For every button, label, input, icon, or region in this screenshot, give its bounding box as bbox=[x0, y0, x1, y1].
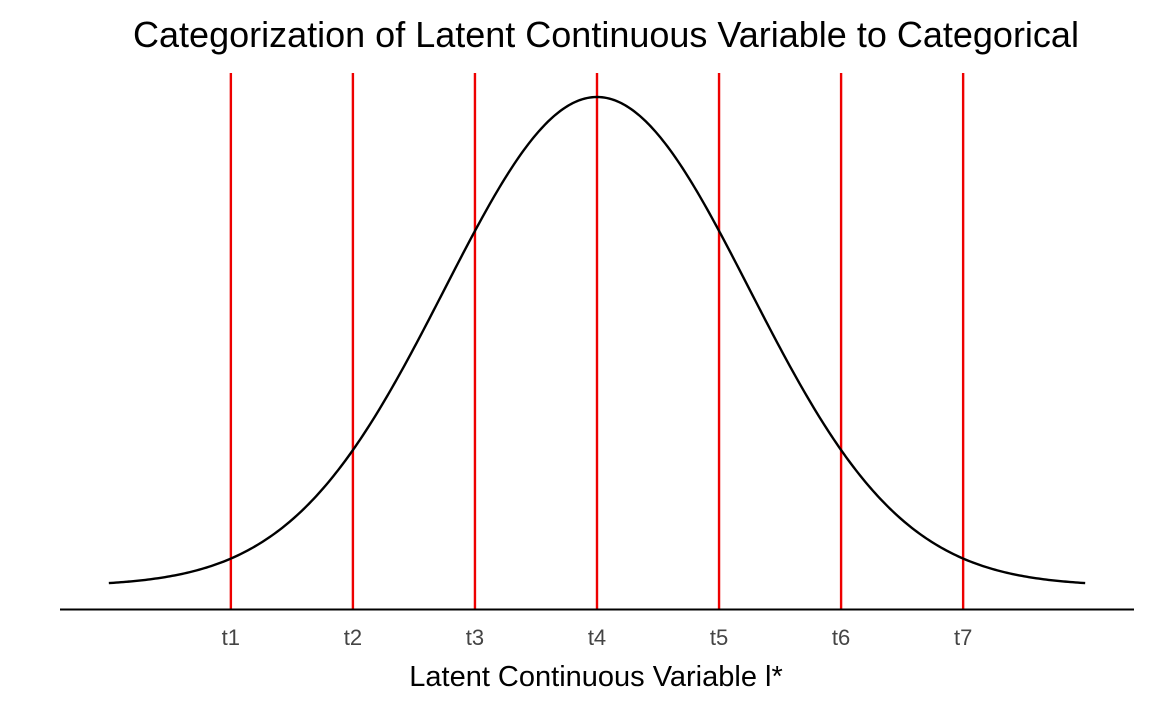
tick-label-t5: t5 bbox=[710, 625, 728, 650]
tick-label-t6: t6 bbox=[832, 625, 850, 650]
tick-label-t3: t3 bbox=[466, 625, 484, 650]
tick-label-t1: t1 bbox=[222, 625, 240, 650]
x-axis-ticks: t1 t2 t3 t4 t5 t6 t7 bbox=[222, 625, 973, 650]
tick-label-t2: t2 bbox=[344, 625, 362, 650]
tick-label-t7: t7 bbox=[954, 625, 972, 650]
chart-title: Categorization of Latent Continuous Vari… bbox=[133, 14, 1079, 55]
x-axis-label: Latent Continuous Variable l* bbox=[409, 661, 783, 693]
tick-label-t4: t4 bbox=[588, 625, 606, 650]
density-curve bbox=[108, 95, 1086, 585]
threshold-lines bbox=[229, 73, 965, 610]
